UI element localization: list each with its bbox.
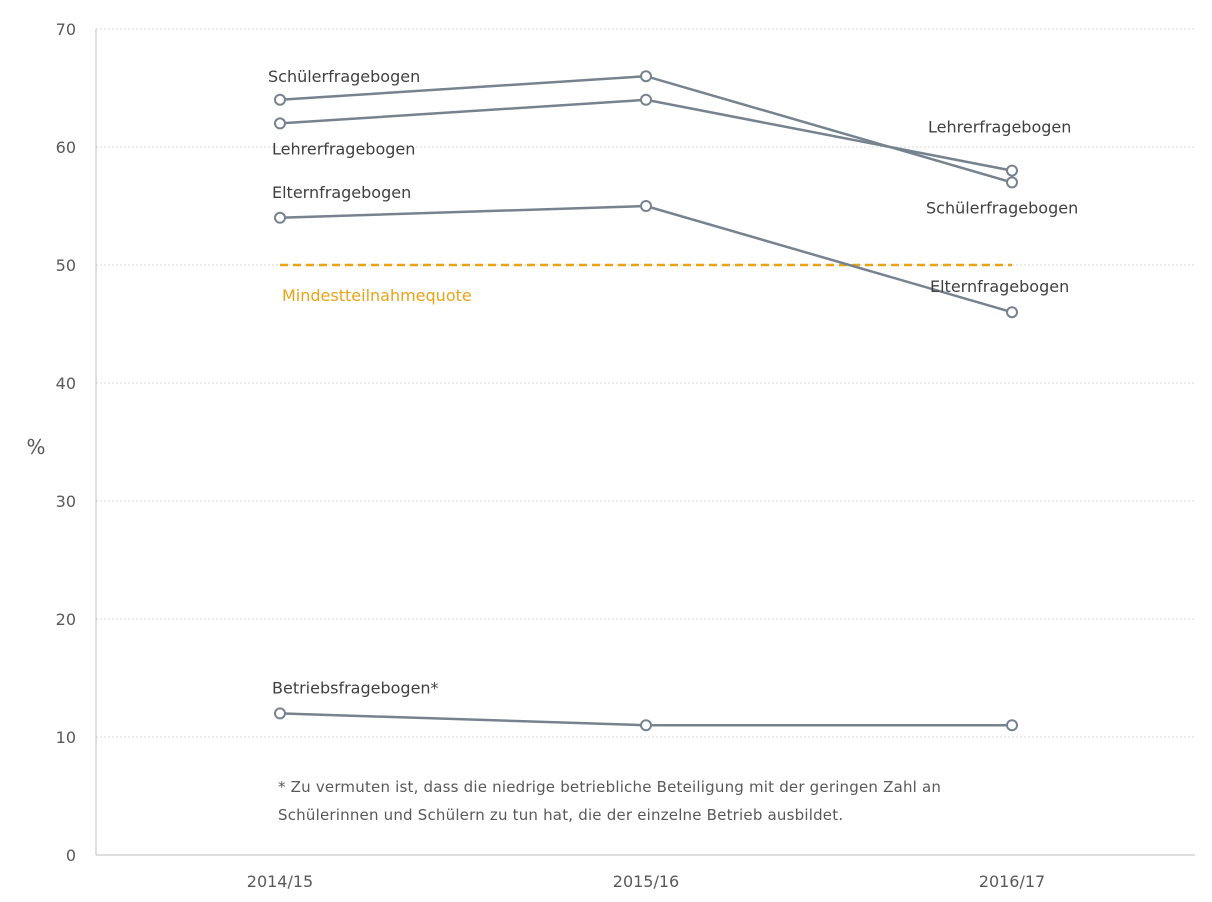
x-tick-label: 2015/16 <box>613 872 679 891</box>
reference-layer: Mindestteilnahmequote <box>280 263 1012 305</box>
y-tick-label: 30 <box>56 492 76 511</box>
data-point <box>640 70 652 83</box>
footnote-layer: * Zu vermuten ist, dass die niedrige bet… <box>278 778 941 824</box>
data-point <box>1006 306 1018 319</box>
series-start-label: Lehrerfragebogen <box>272 139 415 158</box>
y-tick-label: 10 <box>56 728 76 747</box>
y-tick-label: 20 <box>56 610 76 629</box>
series-layer <box>274 70 1018 732</box>
x-tick-label: 2016/17 <box>979 872 1045 891</box>
data-point <box>1006 164 1018 177</box>
reference-line-label: Mindestteilnahmequote <box>282 286 472 305</box>
data-point <box>274 93 286 106</box>
data-point <box>640 93 652 106</box>
y-tick-label: 70 <box>56 20 76 39</box>
data-point <box>640 719 652 732</box>
y-axis-label: % <box>26 435 45 459</box>
series-end-label: Schülerfragebogen <box>926 198 1078 217</box>
footnote-line-2: Schülerinnen und Schülern zu tun hat, di… <box>278 806 843 824</box>
axis-layer: 0 10 20 30 40 50 60 70 2014/15 2015/16 2016/17% <box>26 20 1195 891</box>
data-point <box>274 117 286 130</box>
y-tick-label: 40 <box>56 374 76 393</box>
data-point <box>1006 176 1018 189</box>
series-line <box>279 74 1013 184</box>
footnote-line-1: * Zu vermuten ist, dass die niedrige bet… <box>278 778 941 796</box>
series-start-label: Schülerfragebogen <box>268 67 420 86</box>
data-point <box>1006 719 1018 732</box>
y-tick-label: 60 <box>56 138 76 157</box>
label-layer: Schülerfragebogen Schülerfragebogen Lehrer… <box>268 67 1078 698</box>
data-point <box>274 707 286 720</box>
series-line <box>279 98 1013 172</box>
data-point <box>640 200 652 212</box>
y-tick-label: 50 <box>56 256 76 275</box>
series-end-label: Lehrerfragebogen <box>928 118 1071 137</box>
series-start-label: Betriebsfragebogen* <box>272 678 439 697</box>
x-tick-label: 2014/15 <box>247 872 313 891</box>
y-tick-label: 0 <box>66 846 76 865</box>
series-end-label: Elternfragebogen <box>930 277 1069 296</box>
data-point <box>274 211 286 224</box>
series-start-label: Elternfragebogen <box>272 183 411 202</box>
